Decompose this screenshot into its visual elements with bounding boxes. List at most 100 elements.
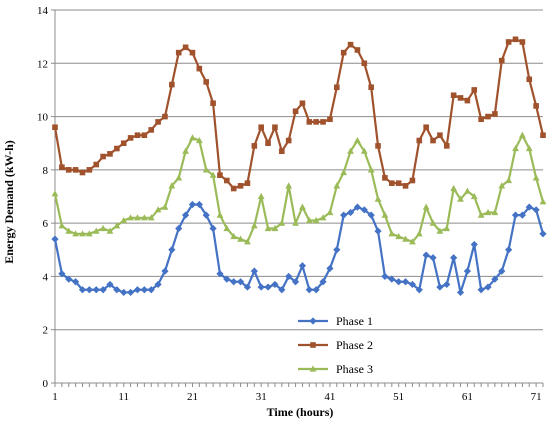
phase-3-point <box>79 230 86 237</box>
phase-2-point <box>354 47 361 53</box>
phase-2-point <box>65 167 72 173</box>
phase-2-point <box>485 113 491 120</box>
phase-2-point <box>72 167 79 173</box>
axes <box>51 9 544 387</box>
phase-1-point <box>505 246 513 254</box>
phase-1-point <box>195 200 203 209</box>
phase-3-point <box>278 219 286 226</box>
y-tick-label: 8 <box>43 165 49 177</box>
phase-3-point <box>182 147 189 154</box>
y-tick-labels: 0 2 4 6 8 10 12 14 <box>37 5 49 390</box>
phase-2-point <box>162 113 168 120</box>
phase-1-point <box>78 286 87 294</box>
phase-3-point <box>168 182 176 189</box>
phase-1-point <box>319 278 327 286</box>
phase-2-point <box>107 151 113 157</box>
phase-2-point <box>265 140 271 147</box>
phase-2-point <box>533 103 539 109</box>
phase-1-point <box>202 211 210 219</box>
phase-1-point <box>381 272 389 281</box>
phase-1-point <box>92 286 100 294</box>
phase-1-point <box>388 275 396 283</box>
x-tick-label: 11 <box>118 391 129 403</box>
phase-3-point <box>518 131 526 138</box>
phase-2-point <box>134 132 141 139</box>
phase-1-point <box>72 278 80 286</box>
phase-3-point <box>374 195 382 202</box>
phase-2-point <box>437 132 443 139</box>
y-tick-label: 2 <box>43 325 49 337</box>
phase-1-point <box>120 288 128 297</box>
phase-1-point <box>147 286 155 294</box>
phase-3-point <box>463 187 471 194</box>
phase-1-point <box>257 283 265 291</box>
phase-2-point <box>127 135 134 141</box>
legend-item-phase-1: Phase 1 <box>298 314 373 328</box>
phase-1-point <box>175 224 183 233</box>
phase-1-point <box>209 224 217 233</box>
phase-2-point <box>114 145 120 152</box>
phase-2-point <box>237 183 244 189</box>
phase-2-point <box>258 124 264 131</box>
phase-2-point <box>210 100 216 107</box>
phase-1-point <box>58 270 66 278</box>
phase-1-point <box>326 264 334 273</box>
phase-2-point <box>100 153 106 160</box>
series-phase-2 <box>52 36 546 192</box>
phase-3-point <box>175 174 183 181</box>
phase-1-point <box>429 254 437 262</box>
phase-3-point <box>484 208 492 216</box>
phase-2-point <box>141 132 148 139</box>
phase-1-point <box>340 211 348 219</box>
phase-1-point <box>436 283 444 291</box>
phase-2-point <box>492 111 498 117</box>
y-tick-label: 12 <box>37 58 48 70</box>
phase-1-point <box>291 278 300 286</box>
phase-1-point <box>278 286 286 294</box>
x-tick-label: 51 <box>393 391 404 403</box>
phase-3-point <box>333 182 341 189</box>
phase-3-point <box>450 184 458 192</box>
phase-2-point <box>375 143 381 149</box>
phase-1-point <box>85 286 93 294</box>
phase-3-point <box>271 224 279 232</box>
phase-1-point <box>525 203 533 211</box>
phase-2-point <box>498 57 505 64</box>
phase-2-point <box>224 177 230 184</box>
phase-2-point <box>409 177 416 184</box>
series-phase-3 <box>51 131 547 245</box>
phase-2-point <box>443 143 450 149</box>
phase-2-point <box>93 161 100 168</box>
phase-2-point <box>175 49 182 56</box>
phase-2-point <box>450 92 457 99</box>
phase-2-point <box>423 124 429 131</box>
phase-3-point <box>292 219 299 226</box>
phase-2-point <box>519 39 526 45</box>
phase-2-point <box>313 119 319 125</box>
phase-2-point <box>334 84 340 91</box>
x-axis-title: Time (hours) <box>267 405 334 419</box>
phase-2-point <box>416 137 423 144</box>
phase-3-point <box>209 171 217 178</box>
phase-1-point <box>106 280 114 289</box>
phase-2-point <box>52 124 58 131</box>
phase-3-point <box>250 222 258 229</box>
phase-2-point <box>217 172 223 178</box>
phase-3-point <box>140 214 148 221</box>
y-tick-label: 14 <box>37 5 49 17</box>
phase-1-point <box>271 280 279 289</box>
phase-2-point <box>230 185 237 192</box>
phase-2-point <box>395 180 402 186</box>
phase-1-point <box>415 286 423 294</box>
phase-3-point <box>477 211 485 218</box>
legend-marker <box>310 342 316 348</box>
phase-2-point <box>285 137 292 144</box>
phase-2-point <box>203 79 210 85</box>
phase-3-point <box>237 235 244 242</box>
phase-1-point <box>353 203 362 211</box>
phase-2-point <box>382 175 388 181</box>
phase-1-point <box>491 275 499 283</box>
phase-3-point <box>354 136 361 144</box>
phase-2-line <box>53 38 545 190</box>
phase-3-point <box>532 174 540 181</box>
